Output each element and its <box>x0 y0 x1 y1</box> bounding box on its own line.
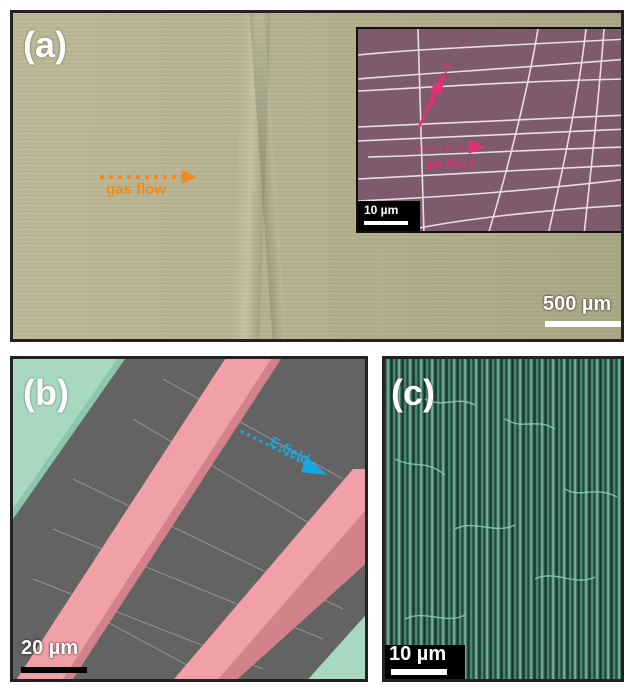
panel-a-label: (a) <box>23 24 67 65</box>
inset-micrograph: gas flow 1 gas flow 2 10 µm <box>356 27 621 233</box>
panel-c-label: (c) <box>391 372 435 413</box>
aligned-nanowires <box>394 398 618 620</box>
panel-a-scale-bar <box>545 321 621 327</box>
gas-flow-arrow-icon <box>100 170 197 184</box>
inset-scale-bar <box>364 221 408 225</box>
panel-a-micrograph: (a) gas flow <box>10 10 624 342</box>
inset-scale-label: 10 µm <box>364 203 399 217</box>
panel-c-micrograph: (c) 10 µm <box>382 356 624 682</box>
gas-flow-label: gas flow <box>106 181 167 198</box>
panel-c-scale-bar <box>391 669 447 675</box>
electrode-array <box>13 359 365 679</box>
panel-c-scale-label: 10 µm <box>389 643 447 665</box>
nanotube-grid <box>358 29 621 231</box>
panel-b-micrograph: (b) E-field 20 µm <box>10 356 368 682</box>
panel-a-scale-label: 500 µm <box>543 293 612 315</box>
panel-b-scale-label: 20 µm <box>21 637 79 659</box>
inset-scale-box: 10 µm <box>358 201 420 231</box>
panel-b-scale-bar <box>21 667 87 673</box>
panel-b-label: (b) <box>23 372 69 413</box>
gas-flow-2-label: gas flow 2 <box>426 159 475 170</box>
